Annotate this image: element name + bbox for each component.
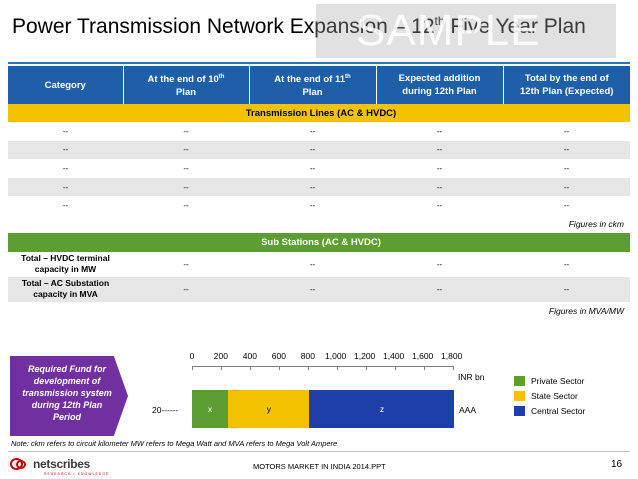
- table-header-row: Category At the end of 10th Plan At the e…: [8, 66, 630, 104]
- table-cell: --: [62, 201, 69, 211]
- x-tick: [366, 366, 367, 370]
- x-tick: [250, 366, 251, 370]
- table-cell: --: [123, 140, 249, 160]
- table-cell: --: [8, 140, 123, 160]
- legend-swatch: [514, 375, 525, 386]
- section-sub-stations: Sub Stations (AC & HVDC): [8, 232, 630, 252]
- table-cell: --: [309, 201, 316, 211]
- table-cell: --: [563, 126, 570, 136]
- sample-watermark: SAMPLE: [316, 4, 616, 58]
- header-end-11th-plan: At the end of 11th Plan: [249, 66, 377, 104]
- x-axis-label: INR bn: [458, 372, 485, 382]
- table-cell: --: [503, 276, 630, 302]
- table-cell: --: [183, 201, 189, 211]
- legend-swatch: [514, 405, 525, 416]
- x-tick: [453, 366, 454, 370]
- bar-category-label: 20------: [152, 405, 179, 415]
- table-cell: --: [376, 276, 503, 302]
- x-tick: [221, 366, 222, 370]
- table-cell: --: [183, 259, 189, 269]
- x-tick-label: 800: [300, 351, 315, 361]
- required-fund-callout: Required Fund for development of transmi…: [10, 356, 128, 436]
- chart-x-axis: [192, 366, 453, 367]
- table-cell: --: [62, 126, 69, 136]
- row-label-ac: Total – AC Substation capacity in MVA: [8, 276, 123, 302]
- table-cell: --: [309, 126, 316, 136]
- table-cell: --: [249, 276, 376, 302]
- footer-filename: MOTORS MARKET IN INDIA 2014.PPT: [253, 462, 386, 471]
- figures-note-row: Figures in MVA/MW: [8, 302, 630, 320]
- x-tick-label: 1,000: [325, 351, 347, 361]
- x-tick: [395, 366, 396, 370]
- figures-in-ckm-note: Figures in ckm: [568, 218, 624, 229]
- table-cell: --: [123, 276, 249, 302]
- table-cell: --: [183, 163, 189, 173]
- table-cell: --: [123, 177, 249, 197]
- table-cell: --: [249, 177, 376, 197]
- x-tick-label: 200: [213, 351, 228, 361]
- bar-total-label: AAA: [459, 405, 477, 415]
- header-total-12th-plan: Total by the end of 12th Plan (Expected): [503, 66, 630, 104]
- x-tick: [192, 366, 193, 370]
- bar-segment-private-sector: x: [192, 390, 229, 428]
- header-expected-addition: Expected addition during 12th Plan: [376, 66, 504, 104]
- header-end-10th-plan: At the end of 10th Plan: [123, 66, 250, 104]
- x-tick-label: 600: [271, 351, 286, 361]
- footer-divider: [8, 451, 630, 452]
- table-cell: --: [376, 177, 503, 197]
- bar-segment-state-sector: y: [228, 390, 310, 428]
- x-tick-label: 400: [242, 351, 257, 361]
- header-category: Category: [8, 66, 124, 104]
- figures-in-mva-note: Figures in MVA/MW: [548, 305, 624, 316]
- table-cell: --: [183, 126, 189, 136]
- table-row: Total – AC Substation capacity in MVA -- -…: [8, 276, 630, 302]
- table-row: Total – HVDC terminal capacity in MW -- --…: [8, 252, 630, 277]
- x-tick: [337, 366, 338, 370]
- table-cell: --: [563, 163, 570, 173]
- legend-item-central: Central Sector: [514, 403, 585, 418]
- transmission-table: Category At the end of 10th Plan At the e…: [8, 66, 630, 320]
- table-cell: --: [309, 163, 316, 173]
- table-cell: --: [62, 163, 69, 173]
- legend-item-state: State Sector: [514, 388, 585, 403]
- x-tick: [308, 366, 309, 370]
- table-cell: --: [436, 259, 443, 269]
- table-cell: --: [376, 140, 503, 160]
- legend-item-private: Private Sector: [514, 373, 585, 388]
- x-tick-label: 0: [189, 351, 195, 361]
- logo-mark-icon: [10, 457, 30, 471]
- table-cell: --: [563, 201, 570, 211]
- x-tick-label: 1,400: [383, 351, 405, 361]
- table-row: -- -- -- -- --: [8, 177, 630, 197]
- x-tick: [424, 366, 425, 370]
- figures-note-row: Figures in ckm: [8, 215, 630, 233]
- table-cell: --: [563, 259, 570, 269]
- table-cell: --: [309, 259, 316, 269]
- table-cell: --: [8, 177, 123, 197]
- x-tick: [279, 366, 280, 370]
- table-row: -- -- -- -- --: [8, 122, 630, 141]
- footnote: Note: ckm refers to circuit kilometer MW…: [11, 439, 338, 448]
- title-divider: [8, 62, 630, 64]
- section-transmission-lines: Transmission Lines (AC & HVDC): [8, 104, 630, 122]
- x-tick-label: 1,800: [441, 351, 463, 361]
- x-tick-label: 1,200: [354, 351, 376, 361]
- chart-legend: Private Sector State Sector Central Sect…: [514, 373, 585, 418]
- table-cell: --: [503, 140, 630, 160]
- slide-title: Power Transmission Network Expansion – 1…: [12, 14, 586, 38]
- table-row: -- -- -- -- --: [8, 159, 630, 178]
- page-number: 16: [611, 459, 623, 470]
- table-cell: --: [503, 177, 630, 197]
- x-tick-label: 1,600: [412, 351, 434, 361]
- bar-segment-central-sector: z: [309, 390, 455, 428]
- row-label-hvdc: Total – HVDC terminal capacity in MW: [21, 253, 110, 275]
- table-cell: --: [436, 163, 443, 173]
- table-row: -- -- -- -- --: [8, 140, 630, 160]
- netscribes-logo: netscribes RESEARCH • KNOWLEDGE: [10, 457, 108, 476]
- table-row: -- -- -- -- --: [8, 196, 630, 215]
- table-cell: --: [436, 201, 443, 211]
- table-cell: --: [249, 140, 376, 160]
- table-cell: --: [436, 126, 443, 136]
- legend-swatch: [514, 390, 525, 401]
